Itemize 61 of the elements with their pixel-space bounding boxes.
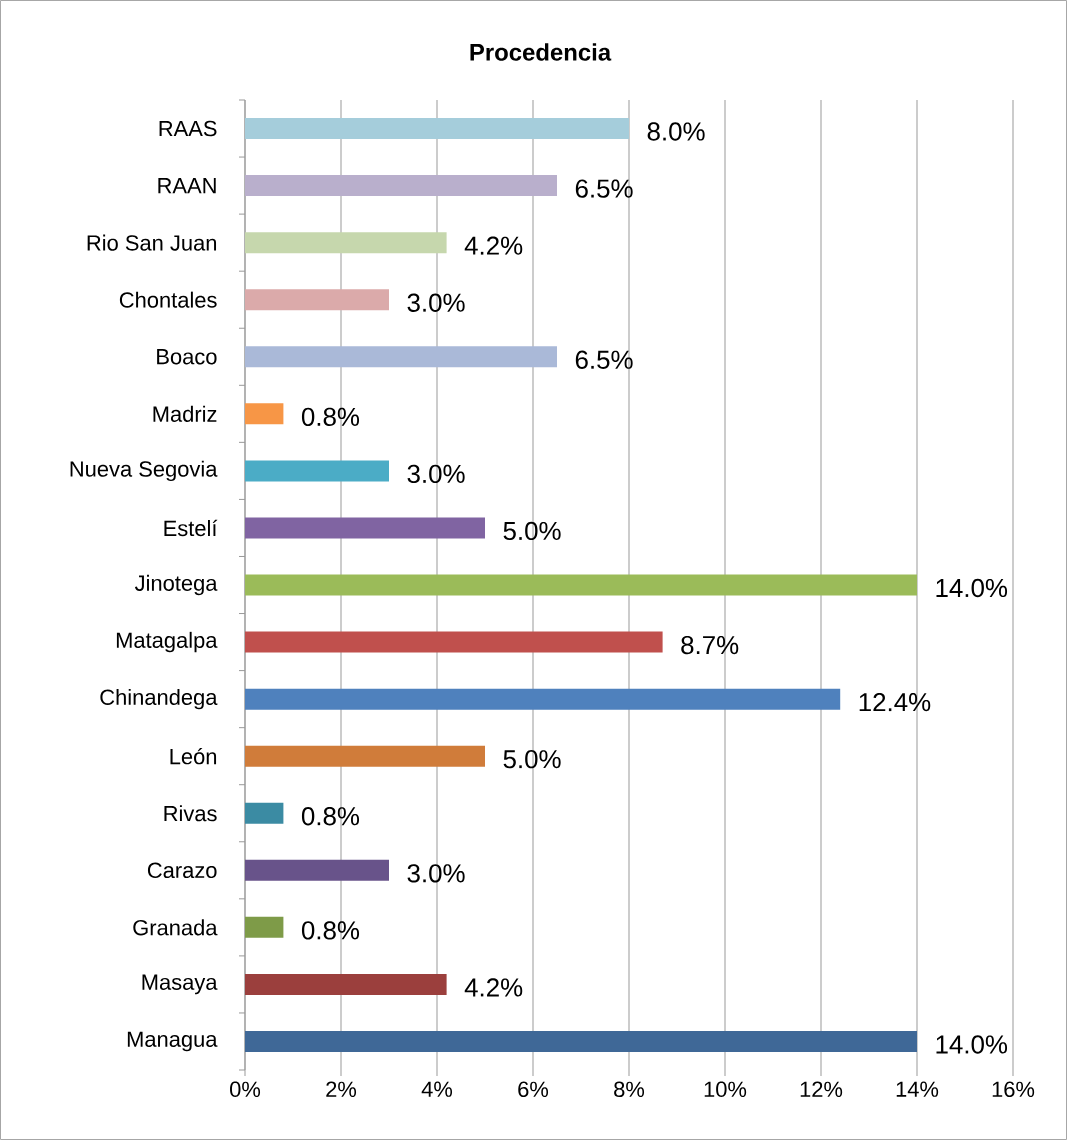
- y-tick-label: Chinandega: [100, 688, 218, 710]
- data-label: 8.0%: [647, 122, 705, 141]
- data-label: 5.0%: [503, 521, 561, 541]
- bar: [245, 175, 557, 197]
- y-tick-label: Matagalpa: [116, 631, 218, 653]
- y-tick-label: Granada: [133, 919, 218, 936]
- y-tick-label: Boaco: [157, 349, 217, 365]
- bar: [245, 118, 629, 140]
- bar: [245, 232, 447, 254]
- data-label: 5.0%: [503, 750, 561, 769]
- y-tick-label: Nueva Segovia: [70, 460, 218, 482]
- data-label: 6.5%: [575, 179, 633, 198]
- data-label: 6.5%: [575, 350, 633, 369]
- x-tick-label: 8%: [614, 1081, 645, 1098]
- x-tick-label: 6%: [518, 1081, 549, 1098]
- bar: [245, 745, 485, 767]
- bar: [245, 1030, 918, 1052]
- chart-title: Procedencia: [470, 43, 612, 61]
- y-tick-label: Jinotega: [134, 574, 218, 596]
- data-label: 3.0%: [407, 864, 465, 883]
- y-tick-label: Madriz: [153, 405, 217, 422]
- data-label: 4.2%: [464, 236, 523, 255]
- bar: [245, 916, 284, 938]
- bar: [245, 859, 389, 881]
- y-tick-label: Rio San Juan: [87, 234, 217, 251]
- x-tick-label: 2%: [326, 1081, 357, 1097]
- data-label: 3.0%: [407, 464, 465, 484]
- bar: [245, 460, 389, 482]
- y-tick-label: Estelí: [164, 519, 218, 537]
- bar: [245, 631, 663, 653]
- y-tick-label: Masaya: [142, 974, 218, 995]
- y-tick-label: RAAN: [158, 178, 216, 194]
- data-label: 12.4%: [859, 693, 931, 712]
- bar: [245, 973, 447, 995]
- data-label: 14.0%: [936, 1035, 1008, 1054]
- bar: [245, 688, 841, 710]
- y-tick-label: Managua: [127, 1031, 218, 1052]
- bar: [245, 802, 284, 824]
- y-tick-label: Carazo: [147, 862, 217, 879]
- bar: [245, 346, 557, 368]
- data-label: 8.7%: [681, 635, 739, 655]
- x-tick-label: 12%: [800, 1081, 843, 1097]
- y-tick-label: Rivas: [164, 805, 217, 822]
- y-tick-label: Chontales: [119, 291, 217, 308]
- data-label: 4.2%: [464, 978, 523, 997]
- data-label: 3.0%: [407, 293, 465, 312]
- y-tick-label: León: [170, 748, 217, 765]
- data-label: 0.8%: [301, 407, 360, 426]
- x-tick-label: 10%: [704, 1081, 747, 1098]
- x-tick-label: 14%: [896, 1081, 939, 1097]
- bar: [245, 574, 918, 596]
- data-label: 0.8%: [301, 921, 360, 940]
- bar: [245, 289, 389, 311]
- x-tick-label: 0%: [230, 1081, 261, 1098]
- data-label: 0.8%: [301, 807, 360, 826]
- x-tick-label: 16%: [992, 1081, 1035, 1098]
- data-label: 14.0%: [936, 578, 1008, 598]
- bar: [245, 517, 485, 539]
- y-tick-label: RAAS: [159, 120, 217, 137]
- x-tick-label: 4%: [421, 1081, 453, 1097]
- bar: [245, 403, 284, 425]
